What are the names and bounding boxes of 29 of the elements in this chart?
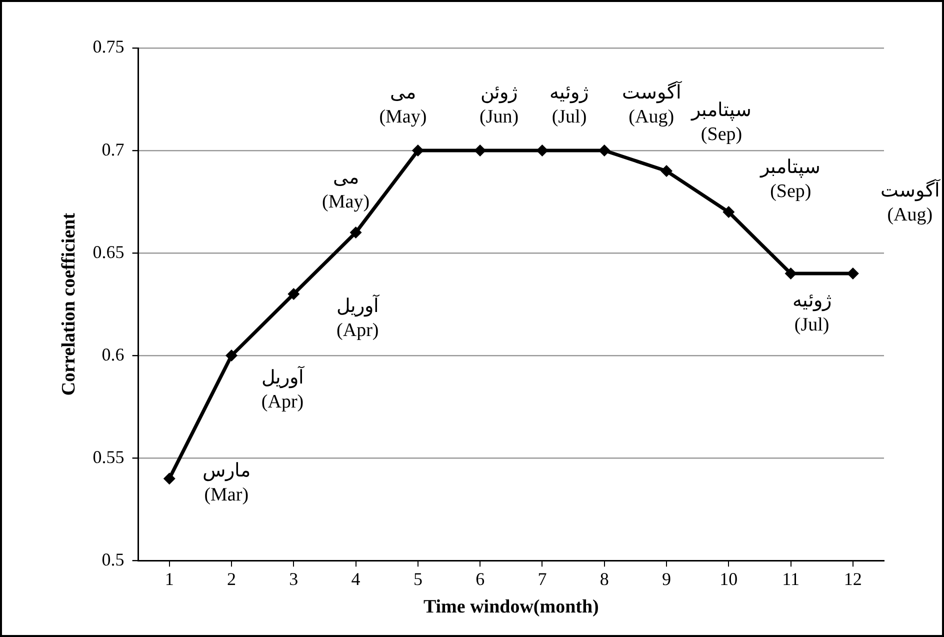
x-tick-label: 9 bbox=[662, 569, 672, 590]
x-axis-title: Time window(month) bbox=[423, 596, 599, 618]
point bbox=[226, 350, 238, 362]
point bbox=[350, 226, 362, 239]
x-tick-label: 5 bbox=[413, 569, 422, 590]
point bbox=[163, 472, 176, 485]
point bbox=[412, 144, 424, 157]
y-tick-label: 0.5 bbox=[102, 549, 124, 570]
x-tick-label: 12 bbox=[844, 569, 862, 590]
point bbox=[660, 165, 673, 178]
y-axis-title: Correlation coefficient bbox=[58, 212, 80, 396]
x-tick-label: 7 bbox=[538, 569, 547, 590]
x-tick-label: 1 bbox=[164, 569, 174, 590]
x-tick-label: 3 bbox=[289, 569, 298, 590]
x-tick-label: 10 bbox=[720, 569, 738, 590]
y-tick-label: 0.7 bbox=[102, 139, 124, 160]
y-tick-label: 0.75 bbox=[92, 36, 124, 57]
x-tick-label: 6 bbox=[476, 569, 485, 590]
y-tick-label: 0.65 bbox=[92, 242, 124, 262]
point bbox=[288, 288, 300, 300]
x-tick-label: 2 bbox=[227, 569, 236, 590]
point bbox=[722, 206, 735, 218]
y-tick-label: 0.6 bbox=[102, 344, 124, 364]
x-tick-label: 4 bbox=[351, 569, 360, 590]
x-tick-label: 11 bbox=[782, 569, 800, 590]
point bbox=[784, 268, 797, 280]
point bbox=[536, 144, 548, 157]
y-tick-label: 0.55 bbox=[92, 446, 124, 467]
x-tick-label: 8 bbox=[600, 569, 609, 590]
